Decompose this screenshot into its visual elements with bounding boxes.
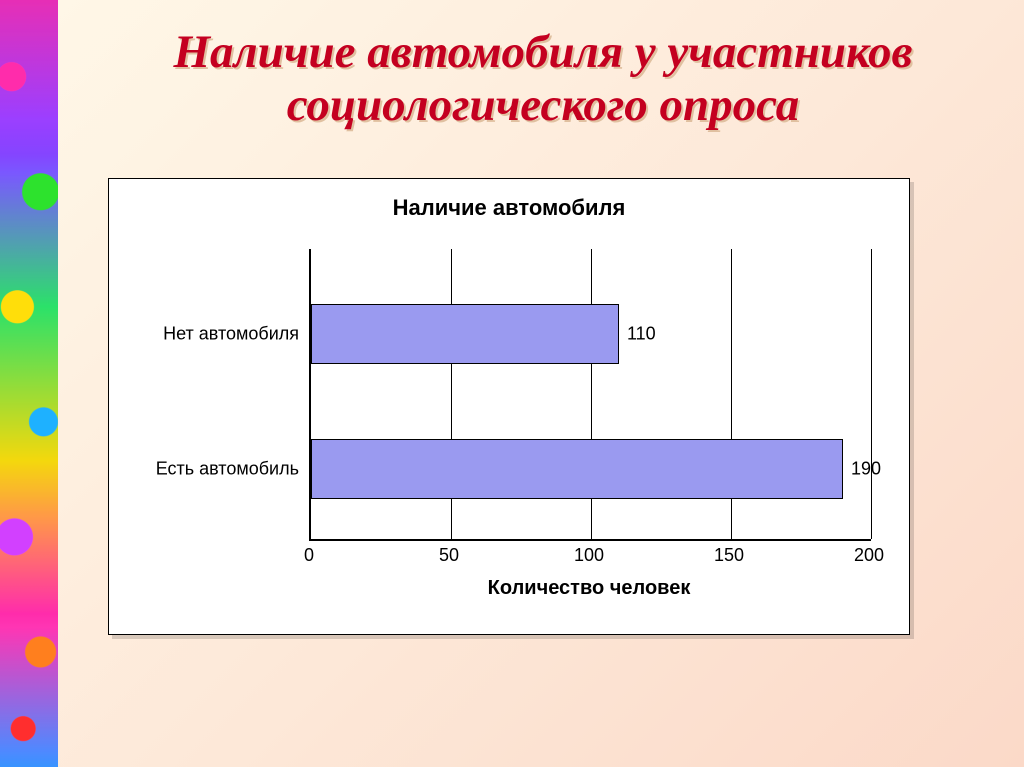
chart-title: Наличие автомобиля: [109, 195, 909, 221]
category-label: Нет автомобиля: [119, 324, 299, 345]
x-tick-label: 0: [304, 545, 314, 566]
bar-value-label: 110: [627, 324, 656, 345]
gridline: [871, 249, 872, 539]
plot-area: [309, 249, 871, 541]
x-tick-label: 100: [574, 545, 604, 566]
category-label: Есть автомобиль: [119, 459, 299, 480]
x-axis-title: Количество человек: [309, 577, 869, 600]
bar: [311, 439, 843, 499]
x-tick-label: 50: [439, 545, 459, 566]
decorative-strip: [0, 0, 58, 767]
slide-title: Наличие автомобиля у участников социолог…: [70, 26, 1016, 131]
bar-value-label: 190: [851, 459, 881, 480]
bar: [311, 304, 619, 364]
slide: Наличие автомобиля у участников социолог…: [0, 0, 1024, 767]
x-tick-label: 150: [714, 545, 744, 566]
chart-panel: Наличие автомобиля Количество человек 0 5…: [108, 178, 910, 635]
x-tick-label: 200: [854, 545, 884, 566]
